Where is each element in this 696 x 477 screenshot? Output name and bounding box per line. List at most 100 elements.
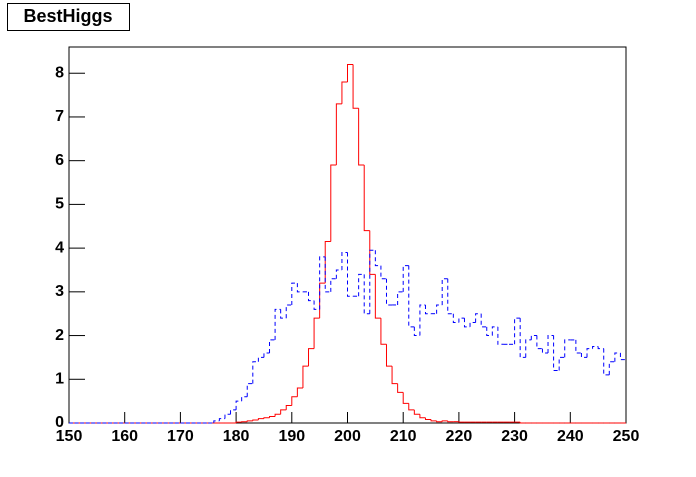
histogram-bin: [565, 340, 571, 357]
x-tick-label: 160: [111, 428, 138, 445]
histogram-bin: [581, 353, 587, 357]
histogram-bin: [309, 349, 315, 366]
y-tick-label: 7: [55, 108, 64, 125]
histogram-bin: [281, 410, 287, 414]
y-tick-label: 3: [55, 283, 64, 300]
histogram-bin: [331, 279, 337, 292]
histogram-bin: [515, 318, 521, 344]
x-tick-label: 250: [613, 428, 640, 445]
histogram-bin: [359, 108, 365, 165]
histogram-bin: [348, 64, 354, 81]
histogram-bin: [375, 274, 381, 318]
histogram-bin: [264, 353, 270, 357]
histogram-bin: [364, 165, 370, 231]
histogram-bin: [242, 397, 248, 401]
histogram-bin: [487, 327, 493, 336]
histogram-bin: [275, 414, 281, 416]
histogram-bin: [314, 301, 320, 310]
histogram-bin: [348, 252, 354, 296]
histogram-bin: [253, 362, 259, 384]
histogram-bin: [442, 421, 448, 422]
histogram-bin: [247, 384, 253, 397]
histogram-bin: [615, 353, 621, 362]
histogram-bin: [292, 283, 298, 305]
histogram-bin: [520, 422, 526, 423]
histogram-bin: [225, 414, 231, 418]
histogram-bin: [342, 82, 348, 104]
y-tick-label: 4: [55, 239, 64, 256]
histogram-bin: [542, 349, 548, 353]
histogram-bin: [409, 403, 415, 410]
histogram-bin: [286, 305, 292, 318]
histogram-bin: [281, 309, 287, 318]
histogram-bin: [219, 419, 225, 421]
histogram-bin: [409, 266, 415, 327]
y-tick-label: 1: [55, 370, 64, 387]
histogram-bin: [481, 314, 487, 327]
histogram-bin: [403, 266, 409, 292]
histogram-bin: [342, 252, 348, 269]
histogram-bin: [370, 250, 376, 313]
histogram-bin: [231, 410, 237, 414]
histogram-bin: [381, 318, 387, 344]
histogram-bin: [492, 327, 498, 336]
histogram-bin: [526, 340, 532, 357]
histogram-bin: [476, 314, 482, 323]
y-tick-label: 2: [55, 327, 64, 344]
histogram-bin: [325, 242, 331, 284]
histogram-bin: [431, 420, 437, 421]
histogram-bin: [386, 344, 392, 366]
histogram-bin: [464, 318, 470, 327]
histogram-bin: [604, 349, 610, 375]
histogram-bin: [576, 340, 582, 353]
histogram-bin: [392, 366, 398, 383]
x-tick-label: 200: [334, 428, 361, 445]
histogram-bin: [498, 327, 504, 344]
histogram-bin: [593, 346, 599, 348]
x-tick-label: 210: [390, 428, 417, 445]
histogram-bin: [609, 362, 615, 375]
histogram-bin: [309, 292, 315, 301]
x-tick-label: 190: [278, 428, 305, 445]
histogram-bin: [325, 257, 331, 292]
x-tick-label: 170: [167, 428, 194, 445]
histogram-bin: [375, 250, 381, 265]
histogram-bin: [264, 418, 270, 419]
histogram-bin: [359, 274, 365, 296]
histogram-bin: [414, 327, 420, 336]
histogram-bin: [448, 279, 454, 314]
histogram-bin: [336, 270, 342, 279]
histogram-bin: [286, 406, 292, 410]
y-tick-label: 0: [55, 414, 64, 431]
histogram-bin: [320, 283, 326, 318]
histogram-bin: [620, 353, 626, 360]
histogram-bin: [459, 318, 465, 322]
y-tick-label: 8: [55, 64, 64, 81]
histogram-bin: [247, 421, 253, 422]
histogram-bin: [386, 279, 392, 305]
histogram-bin: [270, 340, 276, 353]
histogram-bin: [442, 279, 448, 305]
plot-frame: [69, 47, 626, 423]
histogram-bin: [559, 357, 565, 370]
x-tick-label: 240: [557, 428, 584, 445]
histogram-bin: [520, 318, 526, 357]
histogram-bin: [353, 64, 359, 108]
histogram-bin: [437, 305, 443, 314]
y-tick-label: 6: [55, 152, 64, 169]
histogram-bin: [398, 292, 404, 305]
histogram-bin: [420, 414, 426, 417]
histogram-bin: [537, 336, 543, 349]
histogram-bin: [314, 318, 320, 349]
histogram-bin: [381, 266, 387, 279]
histogram-bin: [448, 421, 454, 422]
histogram-bin: [420, 305, 426, 336]
histogram-bin: [297, 388, 303, 397]
histogram-bin: [370, 231, 376, 275]
histogram-bin: [598, 346, 604, 348]
y-tick-label: 5: [55, 196, 64, 213]
histogram-bin: [403, 392, 409, 403]
histogram-bin: [414, 410, 420, 414]
